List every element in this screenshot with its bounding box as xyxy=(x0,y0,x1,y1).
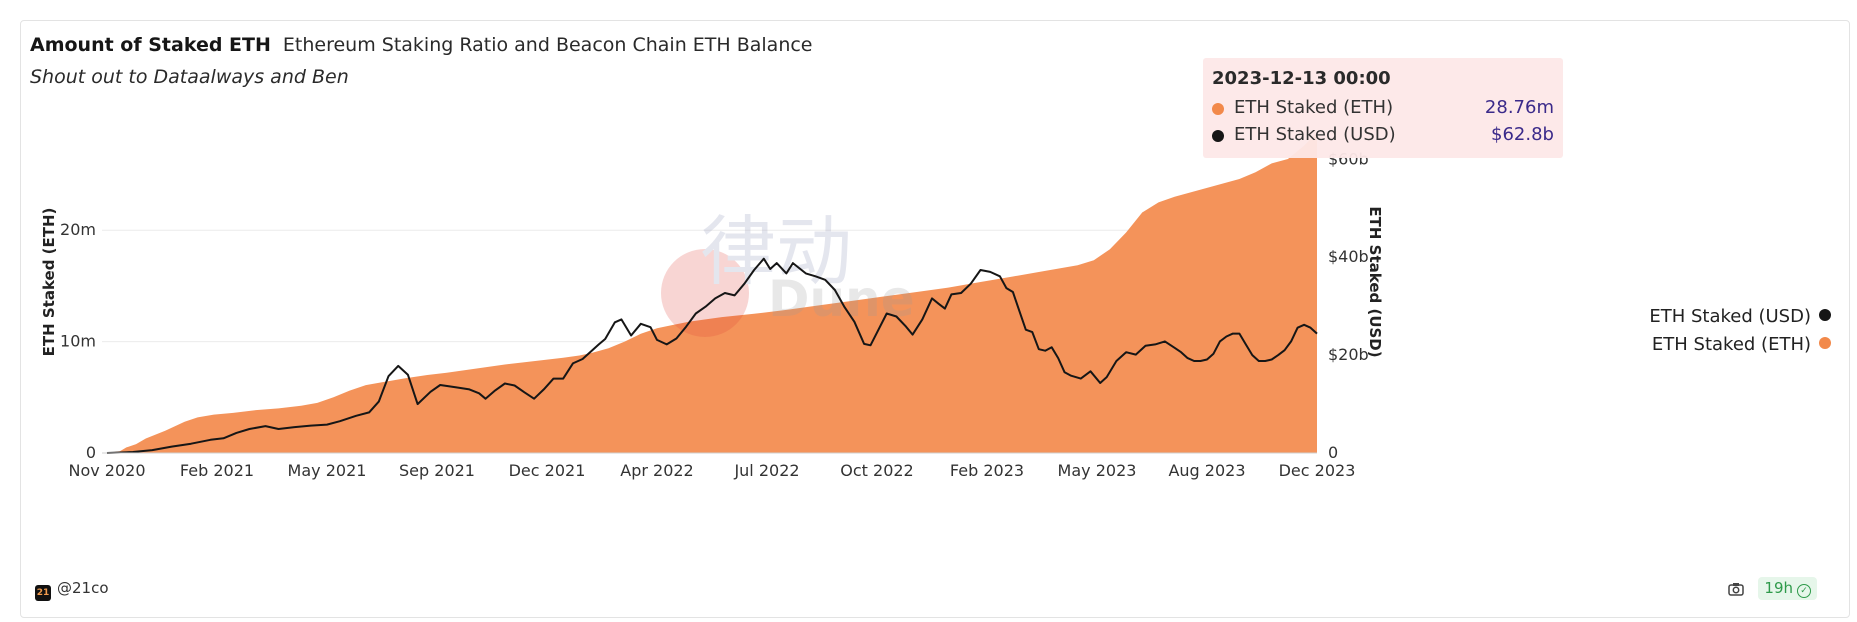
y-left-tick-label: 10m xyxy=(60,332,96,351)
chart-title: Amount of Staked ETH xyxy=(30,34,271,56)
x-tick-label: Dec 2023 xyxy=(1279,461,1356,480)
eth-staked-eth-series xyxy=(107,132,1317,453)
x-tick-label: Aug 2023 xyxy=(1168,461,1245,480)
tooltip-usd-dot xyxy=(1212,130,1224,142)
x-tick-label: Feb 2023 xyxy=(950,461,1024,480)
refresh-age: 19h xyxy=(1764,579,1793,597)
author-logo-icon: 21 xyxy=(35,585,51,601)
y-right-tick-label: $40b xyxy=(1328,247,1369,266)
x-tick-label: May 2021 xyxy=(288,461,367,480)
hover-tooltip: 2023-12-13 00:00 ETH Staked (ETH) 28.76m… xyxy=(1203,58,1563,158)
tooltip-row-value: 28.76m xyxy=(1484,97,1554,118)
watermark-text: Dune xyxy=(768,270,915,328)
chart-subtitle: Shout out to Dataalways and Ben xyxy=(30,66,349,88)
legend-label: ETH Staked (USD) xyxy=(1649,306,1811,327)
tooltip-row-value: $62.8b xyxy=(1491,124,1554,145)
x-tick-label: Apr 2022 xyxy=(620,461,693,480)
y-right-axis-title: ETH Staked (USD) xyxy=(1366,206,1384,357)
legend-item-eth[interactable]: ETH Staked (ETH) xyxy=(1652,334,1831,355)
x-tick-label: Nov 2020 xyxy=(68,461,145,480)
x-tick-label: Dec 2021 xyxy=(509,461,586,480)
eth-staked-usd-line xyxy=(106,257,1318,454)
x-tick-label: Oct 2022 xyxy=(840,461,913,480)
tooltip-row-label: ETH Staked (ETH) xyxy=(1234,97,1394,118)
chart-name: Ethereum Staking Ratio and Beacon Chain … xyxy=(282,34,813,56)
chart-title-row: Amount of Staked ETH Ethereum Staking Rat… xyxy=(30,34,813,56)
y-left-tick-label: 20m xyxy=(60,220,96,239)
y-left-axis-title: ETH Staked (ETH) xyxy=(40,208,58,357)
y-right-tick-label: 0 xyxy=(1328,443,1338,462)
watermark-logo-circle xyxy=(661,249,749,337)
y-left-tick-label: 0 xyxy=(86,443,96,462)
legend-eth-dot xyxy=(1819,337,1831,349)
tooltip-row-eth: ETH Staked (ETH) 28.76m xyxy=(1212,97,1554,121)
x-tick-label: Jul 2022 xyxy=(733,461,799,480)
legend-usd-dot xyxy=(1819,309,1831,321)
x-tick-label: Feb 2021 xyxy=(180,461,254,480)
tooltip-eth-dot xyxy=(1212,103,1224,115)
refresh-status-badge[interactable]: 19h ✓ xyxy=(1758,577,1817,600)
author-handle: @21co xyxy=(57,579,109,597)
legend-label: ETH Staked (ETH) xyxy=(1651,334,1811,355)
check-circle-icon: ✓ xyxy=(1797,584,1811,598)
author-link[interactable]: 21 @21co xyxy=(35,579,109,601)
y-right-tick-label: $20b xyxy=(1328,345,1369,364)
tooltip-row-usd: ETH Staked (USD) $62.8b xyxy=(1212,124,1554,148)
eth-staked-eth-area xyxy=(107,132,1317,453)
eth-staked-usd-series xyxy=(106,257,1318,454)
footer-actions: 19h ✓ xyxy=(1727,577,1817,600)
tooltip-date: 2023-12-13 00:00 xyxy=(1212,68,1391,89)
tooltip-row-label: ETH Staked (USD) xyxy=(1234,124,1396,145)
camera-icon[interactable] xyxy=(1727,582,1744,600)
legend-item-usd[interactable]: ETH Staked (USD) xyxy=(1649,306,1831,327)
x-tick-label: May 2023 xyxy=(1058,461,1137,480)
x-tick-label: Sep 2021 xyxy=(399,461,475,480)
